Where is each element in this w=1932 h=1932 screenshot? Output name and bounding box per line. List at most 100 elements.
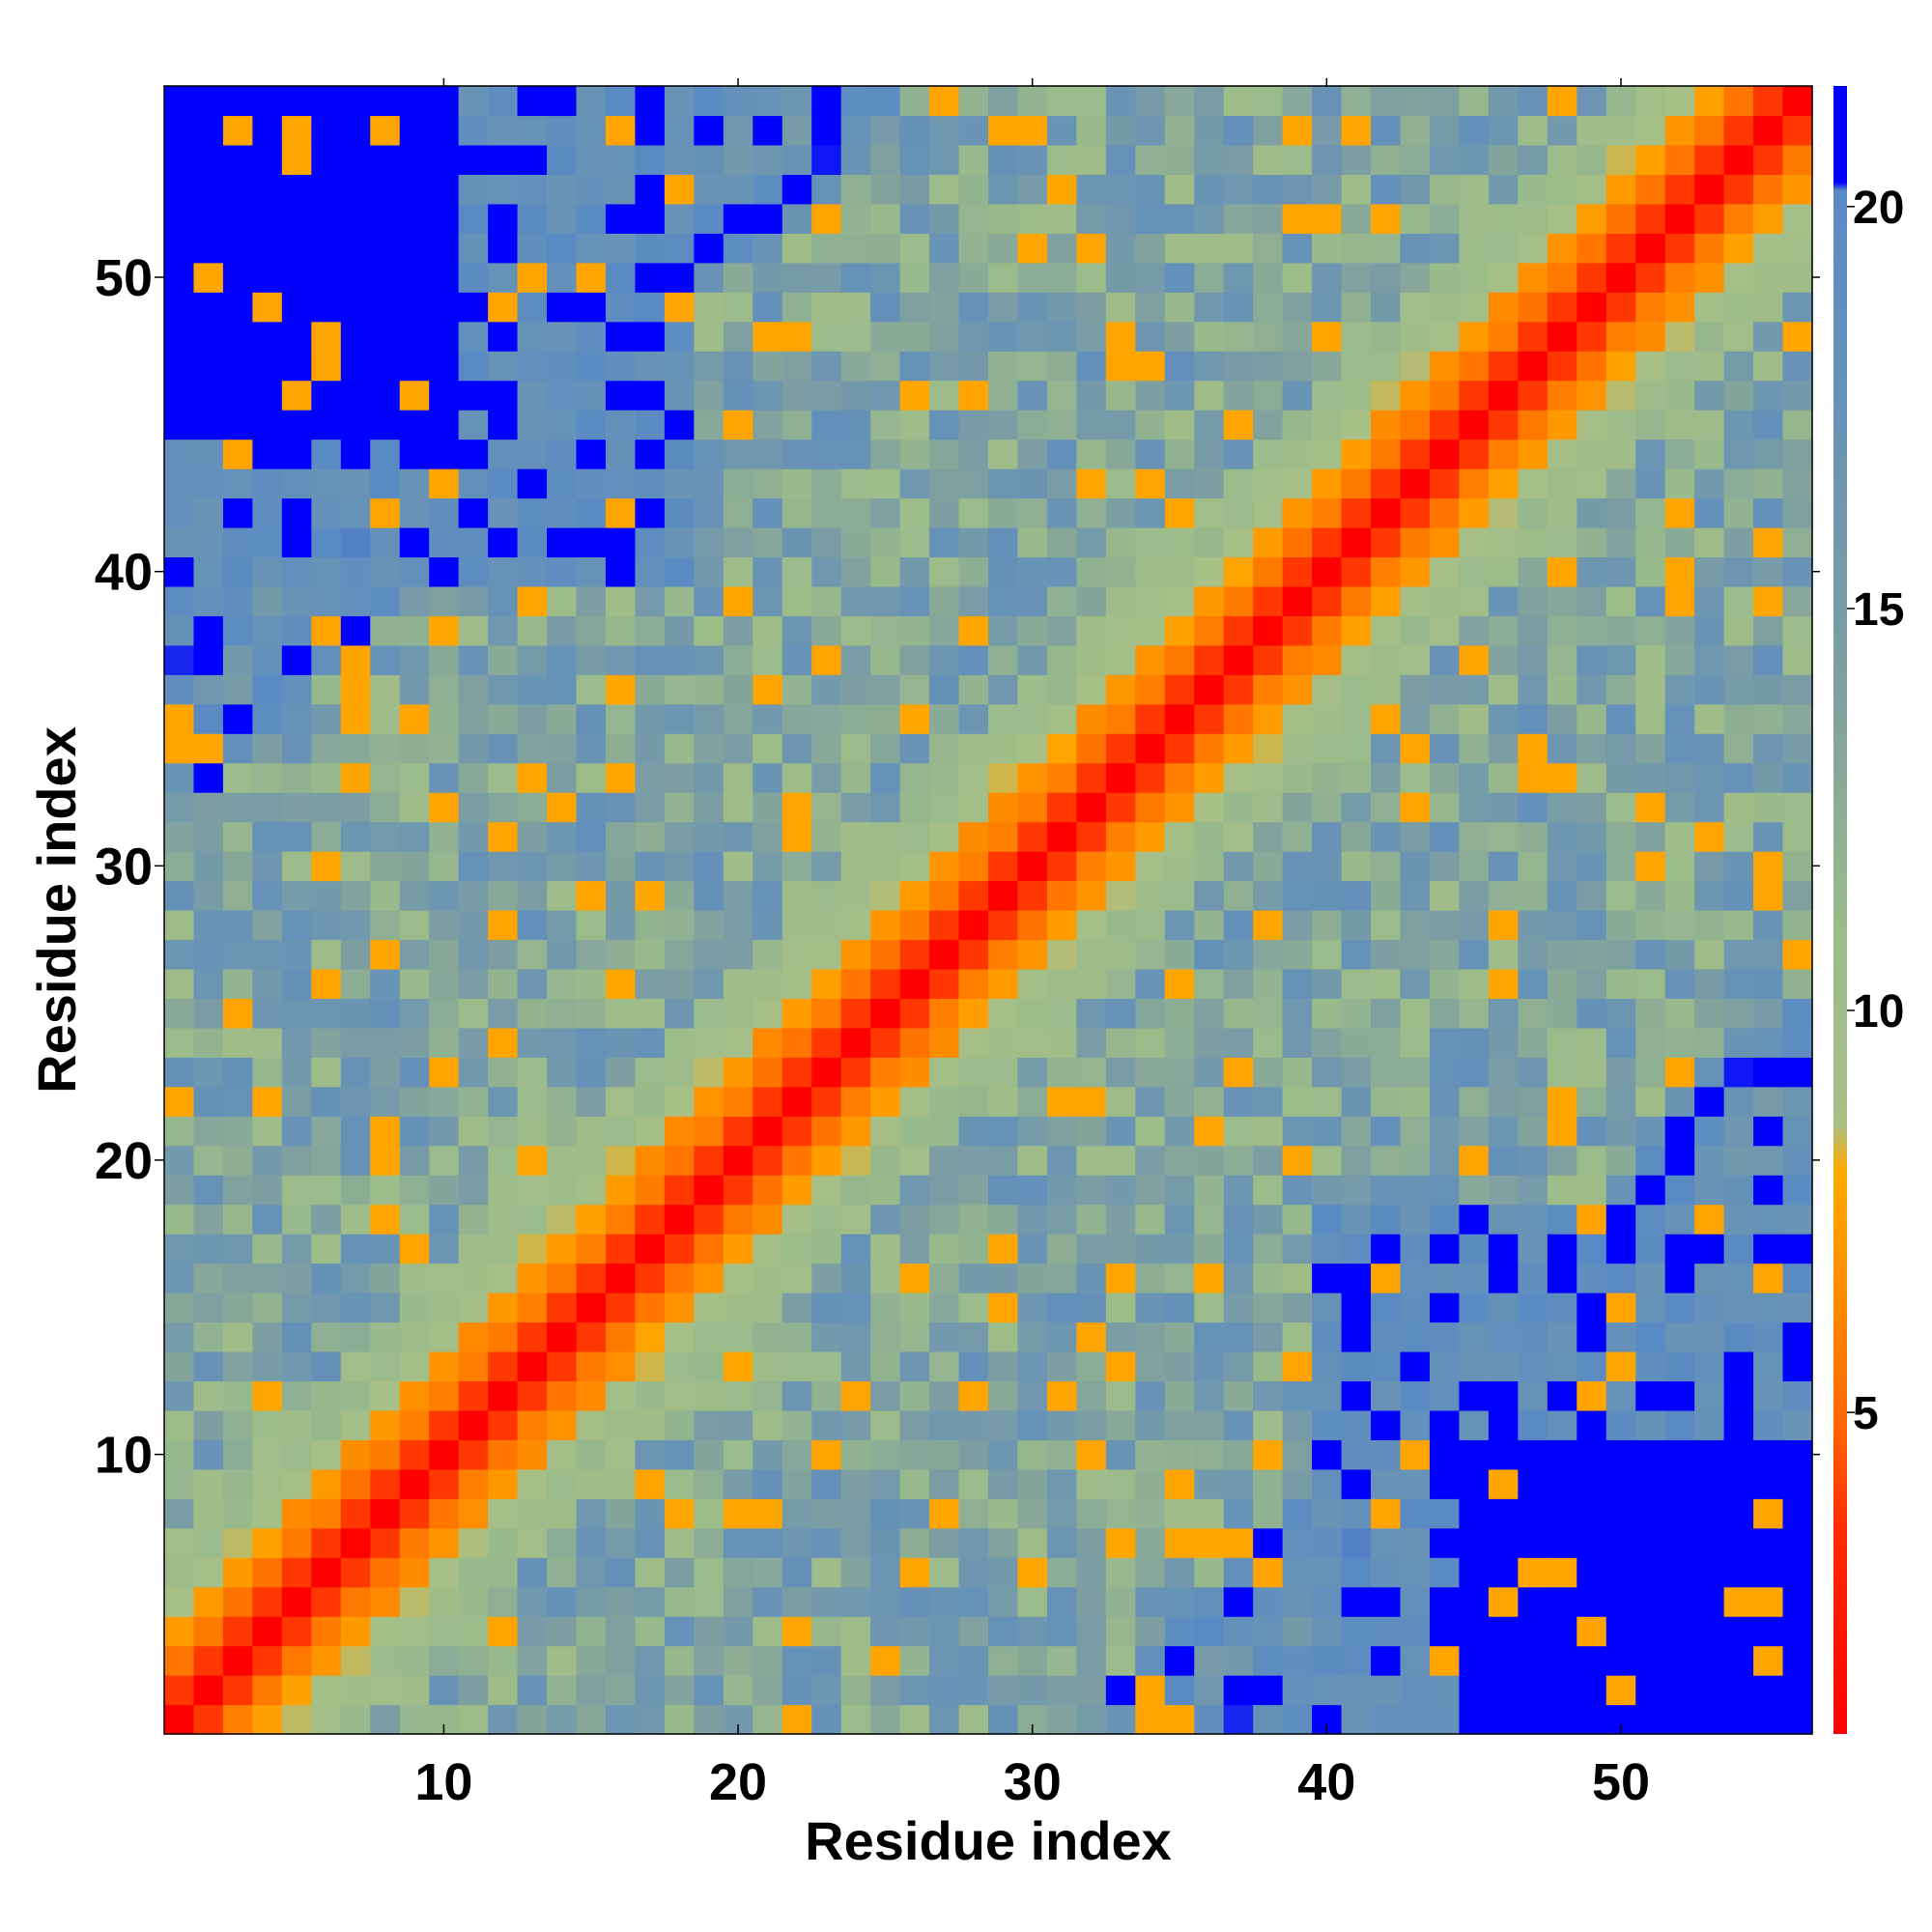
heatmap-cell (1459, 1145, 1490, 1176)
heatmap-cell (1723, 1498, 1754, 1529)
heatmap-cell (281, 880, 312, 911)
heatmap-cell (1459, 968, 1490, 999)
heatmap-cell (340, 1234, 371, 1264)
heatmap-cell (1164, 203, 1195, 234)
heatmap-cell (899, 351, 930, 382)
heatmap-cell (929, 497, 960, 528)
heatmap-cell (1664, 939, 1695, 970)
heatmap-cell (635, 556, 666, 587)
heatmap-cell (547, 674, 578, 705)
heatmap-cell (1105, 880, 1136, 911)
heatmap-cell (1400, 144, 1431, 175)
heatmap-cell (723, 762, 753, 793)
heatmap-cell (429, 733, 460, 764)
heatmap-cell (1312, 585, 1343, 616)
heatmap-cell (1282, 585, 1313, 616)
heatmap-cell (781, 1263, 812, 1293)
heatmap-cell (988, 1675, 1019, 1706)
heatmap-cell (1105, 615, 1136, 646)
heatmap-cell (1577, 1704, 1607, 1735)
heatmap-cell (1017, 1175, 1048, 1206)
heatmap-cell (929, 1293, 960, 1323)
heatmap-cell (429, 1145, 460, 1176)
heatmap-cell (840, 439, 871, 469)
heatmap-cell (635, 1234, 666, 1264)
heatmap-cell (517, 321, 548, 352)
heatmap-cell (1135, 615, 1166, 646)
heatmap-cell (1694, 1557, 1725, 1588)
heatmap-cell (1194, 1616, 1225, 1647)
heatmap-cell (811, 674, 842, 705)
heatmap-cell (1076, 1145, 1107, 1176)
heatmap-cell (870, 174, 901, 205)
heatmap-cell (1046, 1557, 1077, 1588)
heatmap-cell (1312, 1616, 1343, 1647)
heatmap-cell (1223, 644, 1254, 675)
heatmap-cell (811, 380, 842, 411)
heatmap-cell (870, 1468, 901, 1499)
heatmap-cell (988, 1321, 1019, 1352)
heatmap-cell (635, 262, 666, 293)
heatmap-cell (429, 1204, 460, 1235)
heatmap-cell (1605, 998, 1636, 1029)
heatmap-cell (1605, 497, 1636, 528)
heatmap-cell (1635, 262, 1666, 293)
heatmap-cell (1664, 1498, 1695, 1529)
heatmap-cell (1664, 86, 1695, 117)
heatmap-cell (1371, 86, 1402, 117)
heatmap-cell (664, 1557, 695, 1588)
heatmap-cell (781, 556, 812, 587)
heatmap-cell (1664, 1645, 1695, 1676)
heatmap-cell (576, 733, 607, 764)
heatmap-cell (1400, 439, 1431, 469)
heatmap-cell (1400, 998, 1431, 1029)
heatmap-cell (1400, 851, 1431, 882)
heatmap-cell (1223, 292, 1254, 323)
heatmap-cell (1371, 1439, 1402, 1470)
heatmap-cell (605, 410, 637, 440)
heatmap-cell (517, 233, 548, 264)
heatmap-cell (1076, 1409, 1107, 1440)
heatmap-cell (694, 1321, 724, 1352)
heatmap-cell (1459, 351, 1490, 382)
heatmap-cell (517, 615, 548, 646)
heatmap-cell (399, 321, 430, 352)
heatmap-cell (1223, 262, 1254, 293)
heatmap-cell (635, 1175, 666, 1206)
heatmap-cell (1664, 526, 1695, 558)
heatmap-cell (1400, 1468, 1431, 1499)
heatmap-cell (1753, 380, 1784, 411)
heatmap-cell (252, 556, 283, 587)
heatmap-cell (840, 380, 871, 411)
heatmap-cell (811, 1557, 842, 1588)
heatmap-cell (340, 1116, 371, 1147)
heatmap-cell (429, 1675, 460, 1706)
heatmap-cell (664, 703, 695, 734)
heatmap-cell (1194, 821, 1225, 852)
heatmap-cell (547, 469, 578, 499)
heatmap-cell (988, 410, 1019, 440)
heatmap-cell (1782, 556, 1813, 587)
heatmap-cell (1577, 1263, 1607, 1293)
heatmap-cell (1782, 1498, 1813, 1529)
heatmap-cell (1605, 1498, 1636, 1529)
heatmap-cell (340, 262, 371, 293)
heatmap-cell (1223, 410, 1254, 440)
heatmap-cell (753, 851, 783, 882)
heatmap-cell (1312, 1498, 1343, 1529)
heatmap-cell (1577, 762, 1607, 793)
heatmap-cell (1547, 674, 1577, 705)
heatmap-cell (370, 262, 401, 293)
heatmap-cell (1488, 1086, 1519, 1117)
heatmap-cell (958, 1145, 989, 1176)
heatmap-cell (222, 674, 253, 705)
heatmap-cell (664, 1086, 695, 1117)
heatmap-cell (164, 762, 195, 793)
heatmap-cell (1253, 762, 1284, 793)
heatmap-cell (517, 1116, 548, 1147)
heatmap-cell (1194, 1086, 1225, 1117)
heatmap-cell (1664, 968, 1695, 999)
heatmap-cell (1429, 1645, 1461, 1676)
heatmap-cell (988, 1234, 1019, 1264)
heatmap-cell (1341, 1350, 1372, 1382)
